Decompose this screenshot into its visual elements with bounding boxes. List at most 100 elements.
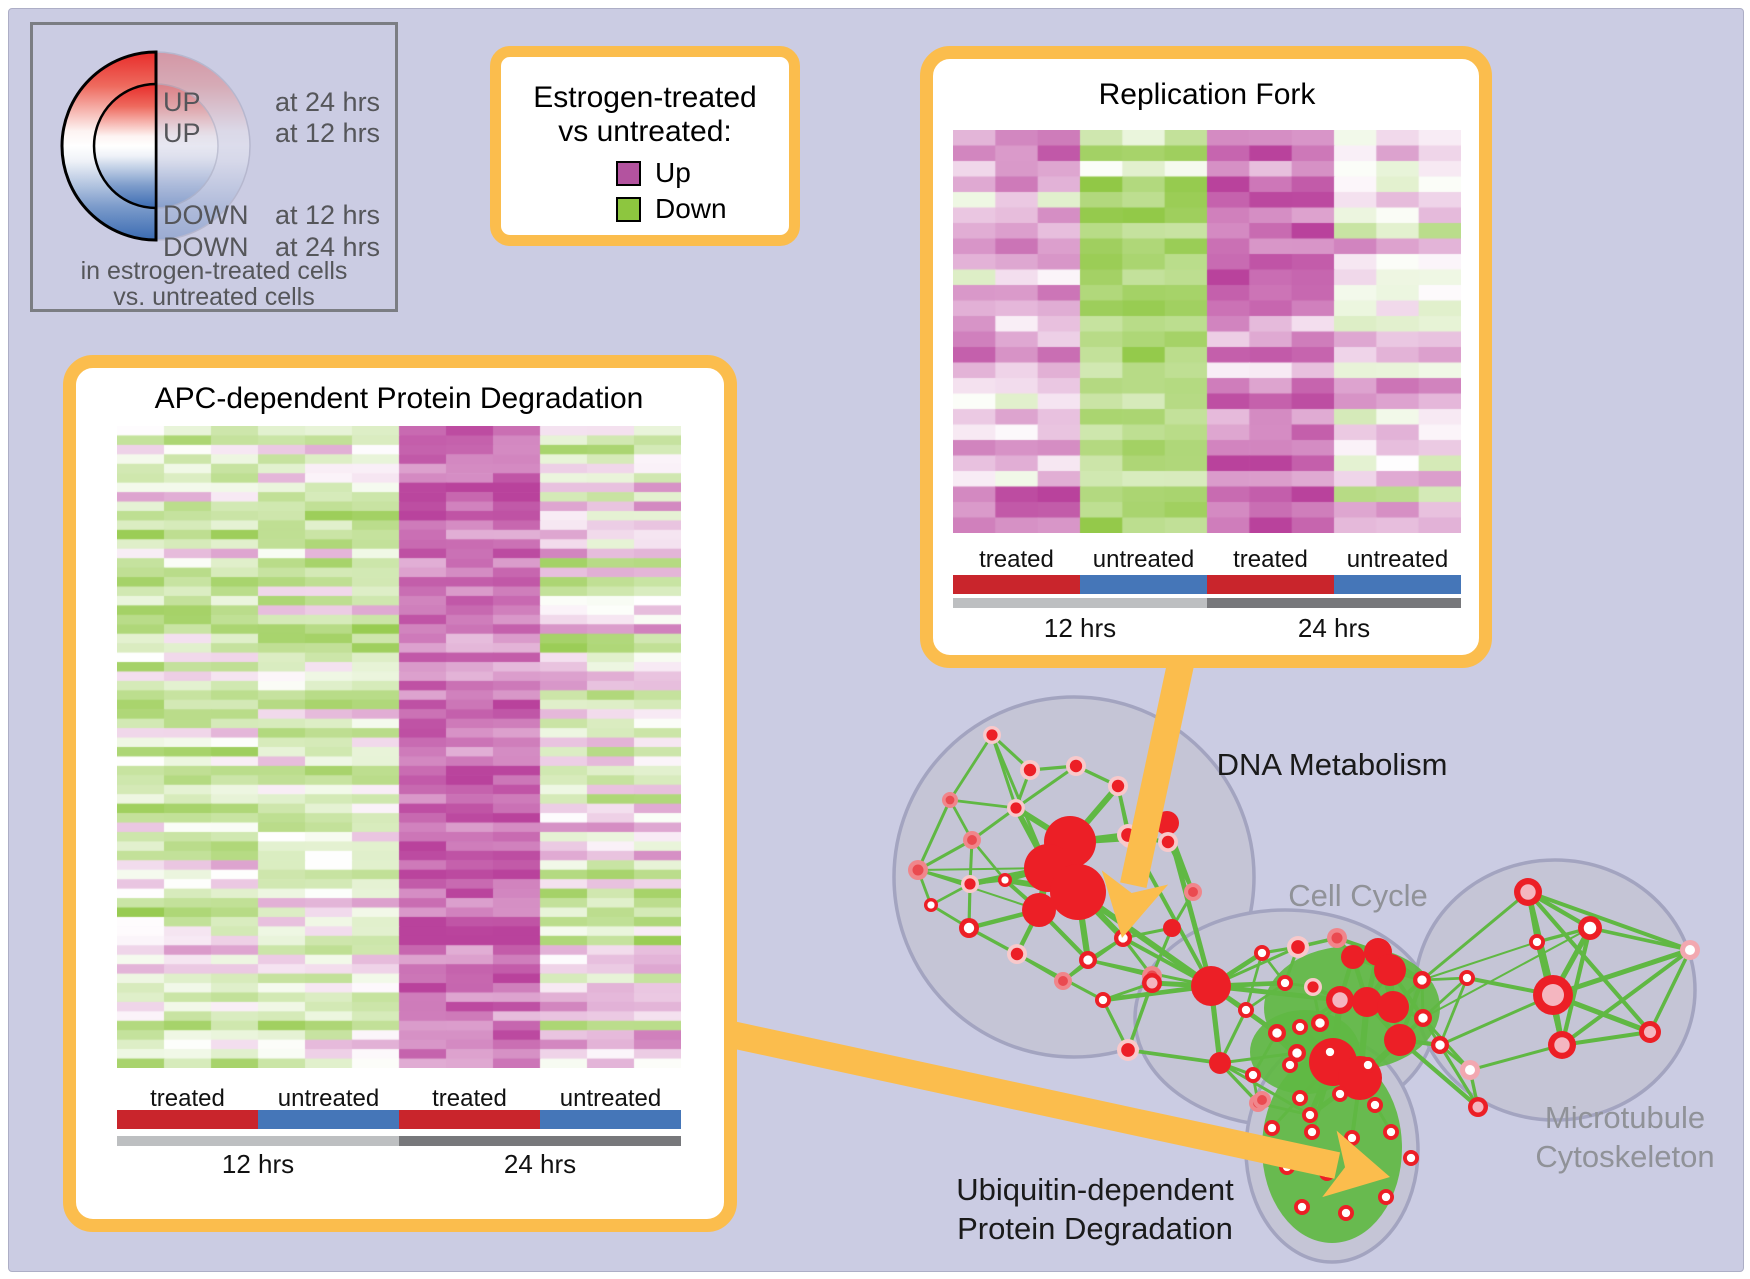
legend-caption-line1: in estrogen-treated cells <box>80 257 348 285</box>
network-node-core <box>986 729 998 741</box>
network-node-core <box>963 922 975 934</box>
network-node-core <box>1292 1048 1302 1058</box>
cluster-label-cc-0: Cell Cycle <box>1288 878 1428 913</box>
network-node-core <box>1643 1025 1657 1039</box>
network-node-core <box>1272 1028 1282 1038</box>
rf-panel-title: Replication Fork <box>1098 78 1316 111</box>
network-node <box>1384 1024 1416 1056</box>
network-node-core <box>1241 1005 1251 1015</box>
network-node-core <box>912 864 924 876</box>
apc-untreated-bar <box>258 1110 399 1129</box>
network-node <box>1377 991 1409 1023</box>
apc-time-label-12hrs: 12 hrs <box>221 1149 295 1179</box>
apc-group-label-1: untreated <box>277 1085 380 1112</box>
network-node-core <box>927 901 935 909</box>
network-node-core <box>1554 1037 1570 1053</box>
network-node-core <box>1315 1018 1325 1028</box>
legend-up-24-label: UP <box>163 87 201 117</box>
apc-group-label-3: untreated <box>559 1085 662 1112</box>
network-node <box>1341 945 1365 969</box>
apc-timebar-12hrs <box>117 1136 399 1146</box>
network-bridge-edge <box>1421 890 1529 982</box>
network-node-core <box>1472 1101 1484 1113</box>
network-node-core <box>1307 981 1319 993</box>
rf-group-label-3: untreated <box>1346 546 1449 573</box>
network-node-core <box>1341 1208 1351 1218</box>
network-node-core <box>1305 1110 1315 1120</box>
network-node-core <box>1111 779 1125 793</box>
down-label: Down <box>655 193 727 224</box>
legend-up-12-label: UP <box>163 118 201 148</box>
rf-time-label-24hrs: 24 hrs <box>1297 613 1371 643</box>
network-node-core <box>1325 1047 1335 1057</box>
network-edge <box>1527 890 1691 952</box>
cluster-label-dna-0: DNA Metabolism <box>1217 747 1448 782</box>
network-edge <box>949 798 1017 810</box>
network-node-core <box>1146 977 1158 989</box>
network-node <box>1022 893 1056 927</box>
network-bridge-edge <box>1219 1061 1311 1117</box>
network-node <box>1352 987 1382 1017</box>
apc-group-label-2: treated <box>432 1085 507 1112</box>
network-node-core <box>1069 759 1083 773</box>
apc-time-label-24hrs: 24 hrs <box>503 1149 577 1179</box>
network-node-core <box>1462 973 1472 983</box>
apc-timebar-24hrs <box>399 1136 681 1146</box>
pathway-arrow-head-0 <box>1101 870 1169 938</box>
rf-heatmap <box>953 130 1461 533</box>
network-node <box>1163 919 1181 937</box>
apc-untreated-bar <box>540 1110 681 1129</box>
network-node-core <box>1532 937 1542 947</box>
rf-treated-bar <box>1207 575 1334 594</box>
network-node <box>1374 954 1406 986</box>
network-node <box>1050 864 1106 920</box>
network-node-core <box>1406 1153 1416 1163</box>
network-node-core <box>1295 1022 1305 1032</box>
network-node-core <box>1010 802 1022 814</box>
pathway-arrow-shaft-1 <box>717 1018 1341 1179</box>
down-color-swatch <box>616 196 641 222</box>
rf-group-label-2: treated <box>1233 546 1308 573</box>
network-edge <box>971 806 1017 842</box>
network-node-core <box>1188 887 1198 897</box>
up-down-gradient-icon <box>60 50 251 242</box>
network-bridge-edge <box>1210 983 1341 1003</box>
apc-treated-bar <box>399 1110 540 1129</box>
color-key-item-down: Down <box>616 193 727 225</box>
network-node-core <box>1418 1013 1428 1023</box>
network-node-core <box>1435 1040 1445 1050</box>
network-node-core <box>1307 1127 1317 1137</box>
network-bridge-edge <box>1127 1048 1221 1065</box>
network-node-core <box>1295 1093 1305 1103</box>
network-node-core <box>1542 984 1564 1006</box>
network-edge <box>1560 948 1692 1047</box>
network-node-core <box>1381 1192 1391 1202</box>
network-bridge-edge <box>1439 993 1554 1047</box>
network-node-core <box>1465 1065 1475 1075</box>
network-edge <box>1526 890 1652 1034</box>
network-edge <box>1244 952 1264 1011</box>
network-edge <box>1422 976 1468 1020</box>
network-bridge-edge <box>917 869 1040 911</box>
network-bridge-edge <box>1469 1043 1563 1072</box>
network-edge <box>1589 926 1691 952</box>
up-label: Up <box>655 157 691 188</box>
network-bridge-edge <box>1421 941 1538 981</box>
cluster-label-ub-1: Protein Degradation <box>957 1211 1233 1246</box>
network-node-core <box>964 878 976 890</box>
network-node-core <box>1685 945 1695 955</box>
cluster-label-mt-1: Cytoskeleton <box>1535 1139 1714 1174</box>
network-bridge-edge <box>1422 927 1591 1019</box>
network-node-core <box>1417 975 1427 985</box>
legend-down-12-time: at 12 hrs <box>275 200 381 230</box>
network-bridge-edge <box>1648 949 1692 1033</box>
network-node-core <box>1291 940 1305 954</box>
legend-caption-line2: vs. untreated cells <box>113 283 315 311</box>
pathway-arrow-head-1 <box>1322 1130 1390 1198</box>
legend-up-24-time: at 24 hrs <box>275 87 381 117</box>
network-node-core <box>1248 1070 1258 1080</box>
network-edge <box>1015 764 1077 810</box>
rf-treated-bar <box>953 575 1080 594</box>
network-edge <box>917 838 973 872</box>
